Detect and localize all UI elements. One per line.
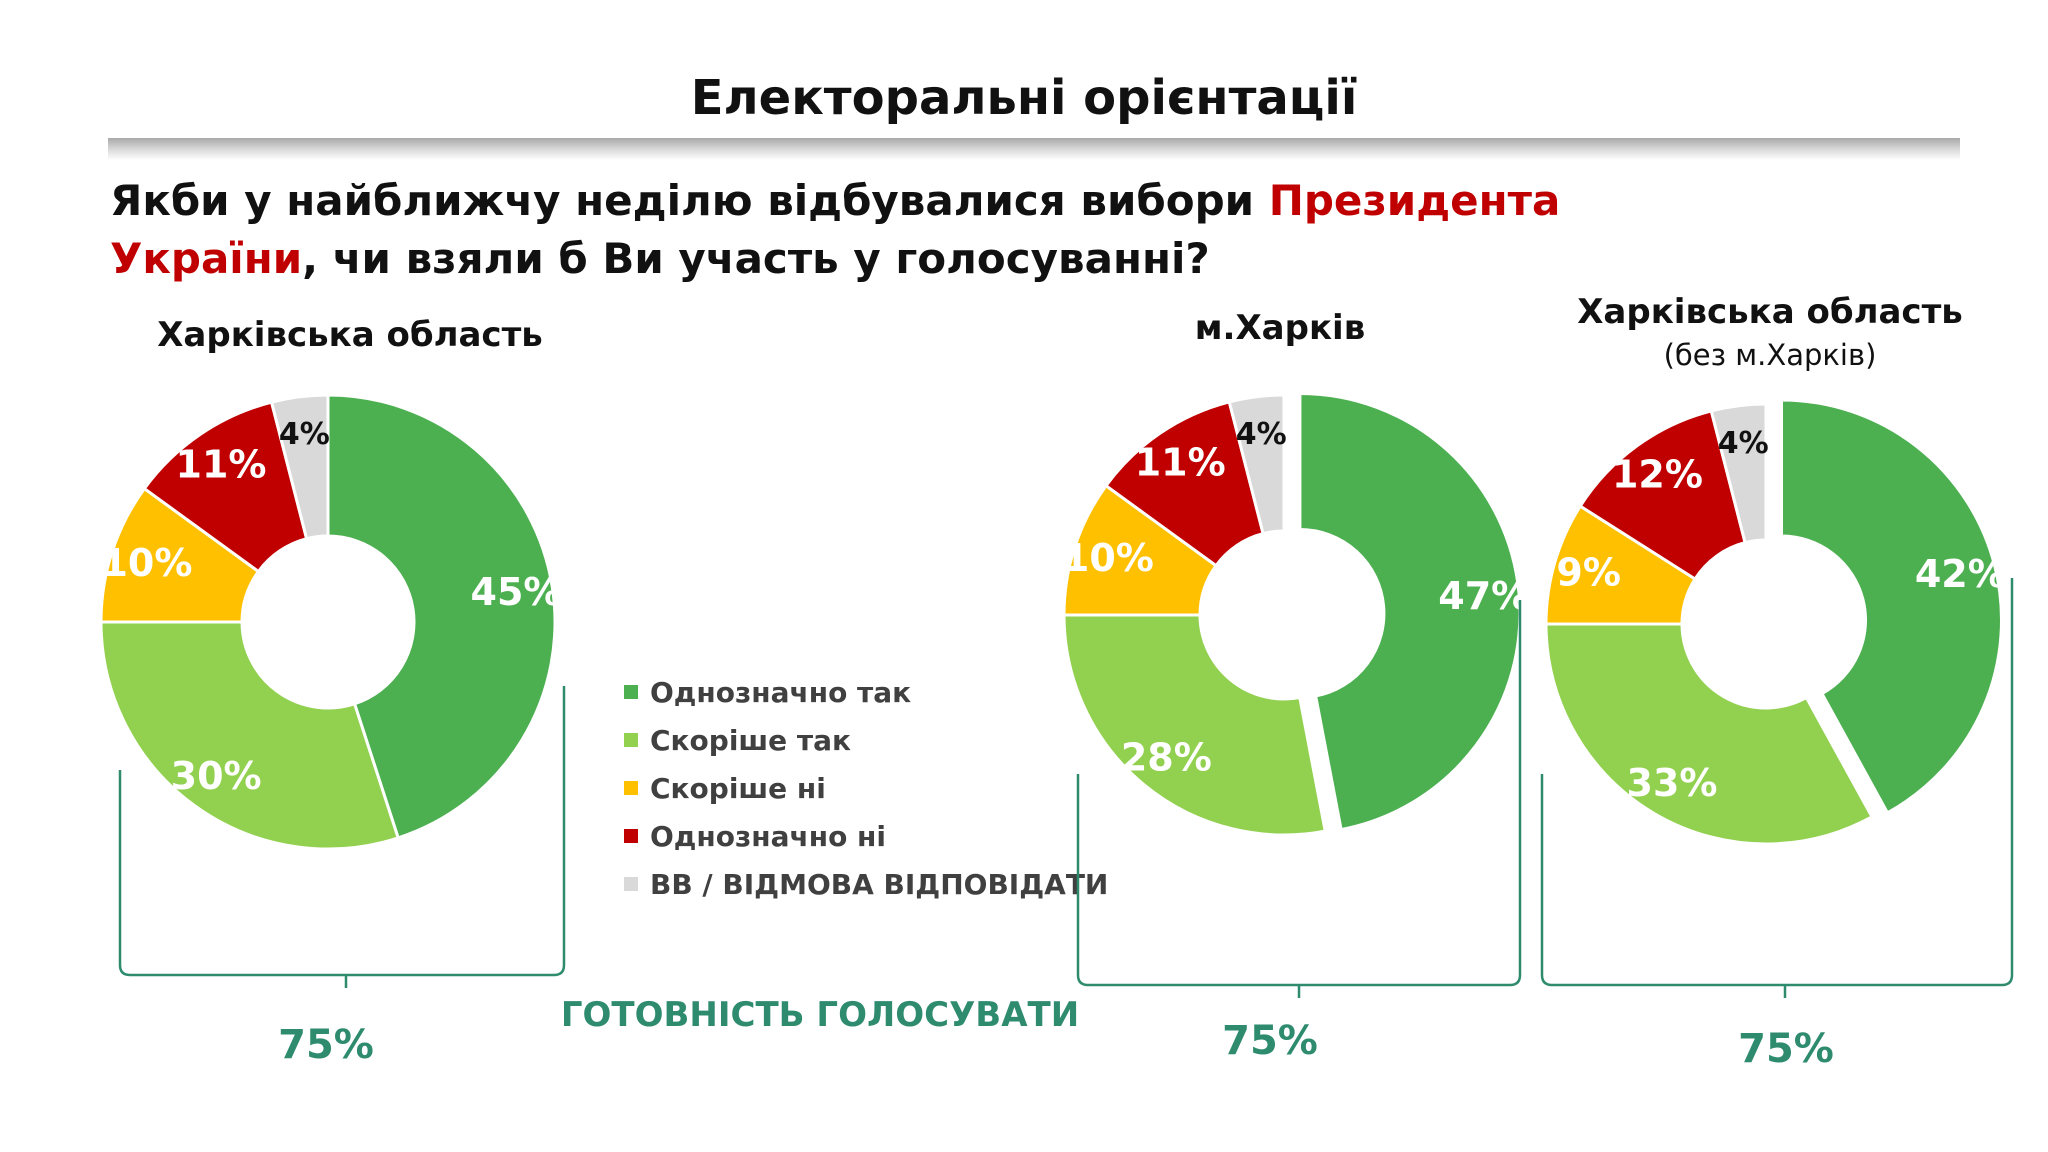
legend-swatch: [624, 733, 638, 747]
chart-3-subtitle: (без м.Харків): [1663, 338, 1877, 372]
legend-swatch: [624, 877, 638, 891]
page-title: Електоральні орієнтації: [690, 70, 1358, 126]
slice-value-label: 4%: [1236, 417, 1287, 452]
total-chart-2: 75%: [1222, 1018, 1318, 1064]
slice-value-label: 30%: [171, 754, 262, 798]
question-text-part2: , чи взяли б Ви участь у голосуванні?: [302, 234, 1210, 283]
donut-slice: [1062, 483, 1219, 617]
question-text-part1: Якби у найближчу неділю відбувалися вибо…: [110, 176, 1269, 225]
total-chart-1: 75%: [278, 1022, 374, 1068]
slice-value-label: 10%: [1063, 536, 1154, 580]
total-chart-3: 75%: [1738, 1026, 1834, 1072]
slice-value-label: 4%: [279, 417, 330, 452]
slice-value-label: 12%: [1612, 453, 1703, 497]
readiness-label: ГОТОВНІСТЬ ГОЛОСУВАТИ: [560, 995, 1080, 1035]
donut-slice: [269, 393, 330, 541]
slice-value-label: 28%: [1121, 735, 1212, 779]
legend-swatch: [624, 781, 638, 795]
slice-value-label: 33%: [1627, 761, 1718, 805]
chart-2-title: м.Харків: [1194, 308, 1366, 348]
donut-slice: [1780, 398, 2003, 815]
donut-slice: [99, 486, 261, 624]
legend: Однозначно так Скоріше так Скоріше ні Од…: [624, 668, 1108, 908]
slice-value-label: 45%: [471, 570, 562, 614]
title-divider: [108, 138, 1960, 160]
donut-slice: [1103, 400, 1265, 568]
legend-label: Однозначно так: [650, 675, 912, 709]
donut-slice: [142, 400, 309, 574]
legend-label: Скоріше ні: [650, 771, 826, 805]
chart-3-title: Харківська область: [1577, 292, 1963, 332]
donut-slice: [1709, 402, 1768, 545]
legend-label: ВВ / ВІДМОВА ВІДПОВІДАТИ: [650, 867, 1109, 901]
survey-question: Якби у найближчу неділю відбувалися вибо…: [110, 172, 1670, 288]
donut-slice: [1227, 393, 1286, 536]
donut-slice: [326, 393, 557, 840]
slice-value-label: 11%: [176, 443, 267, 487]
legend-label: Однозначно ні: [650, 819, 887, 853]
slice-value-label: 47%: [1438, 574, 1529, 618]
legend-item: ВВ / ВІДМОВА ВІДПОВІДАТИ: [624, 860, 1108, 908]
donut-slice: [1578, 409, 1747, 582]
legend-label: Скоріше так: [650, 723, 852, 757]
donut-slice: [1298, 391, 1522, 832]
legend-item: Скоріше ні: [624, 764, 1108, 812]
donut-slice: [1544, 622, 1875, 846]
legend-item: Скоріше так: [624, 716, 1108, 764]
legend-swatch: [624, 685, 638, 699]
question-highlight: Президента України: [110, 176, 1561, 283]
donut-slice: [1062, 613, 1327, 837]
slice-value-label: 9%: [1556, 550, 1621, 594]
slice-value-label: 4%: [1718, 426, 1769, 461]
slice-value-label: 10%: [101, 541, 192, 585]
legend-swatch: [624, 829, 638, 843]
legend-item: Однозначно ні: [624, 812, 1108, 860]
chart-1-title: Харківська область: [157, 315, 543, 355]
legend-item: Однозначно так: [624, 668, 1108, 716]
donut-slice: [99, 620, 401, 851]
slice-value-label: 42%: [1915, 552, 2006, 596]
slice-value-label: 11%: [1135, 440, 1226, 484]
